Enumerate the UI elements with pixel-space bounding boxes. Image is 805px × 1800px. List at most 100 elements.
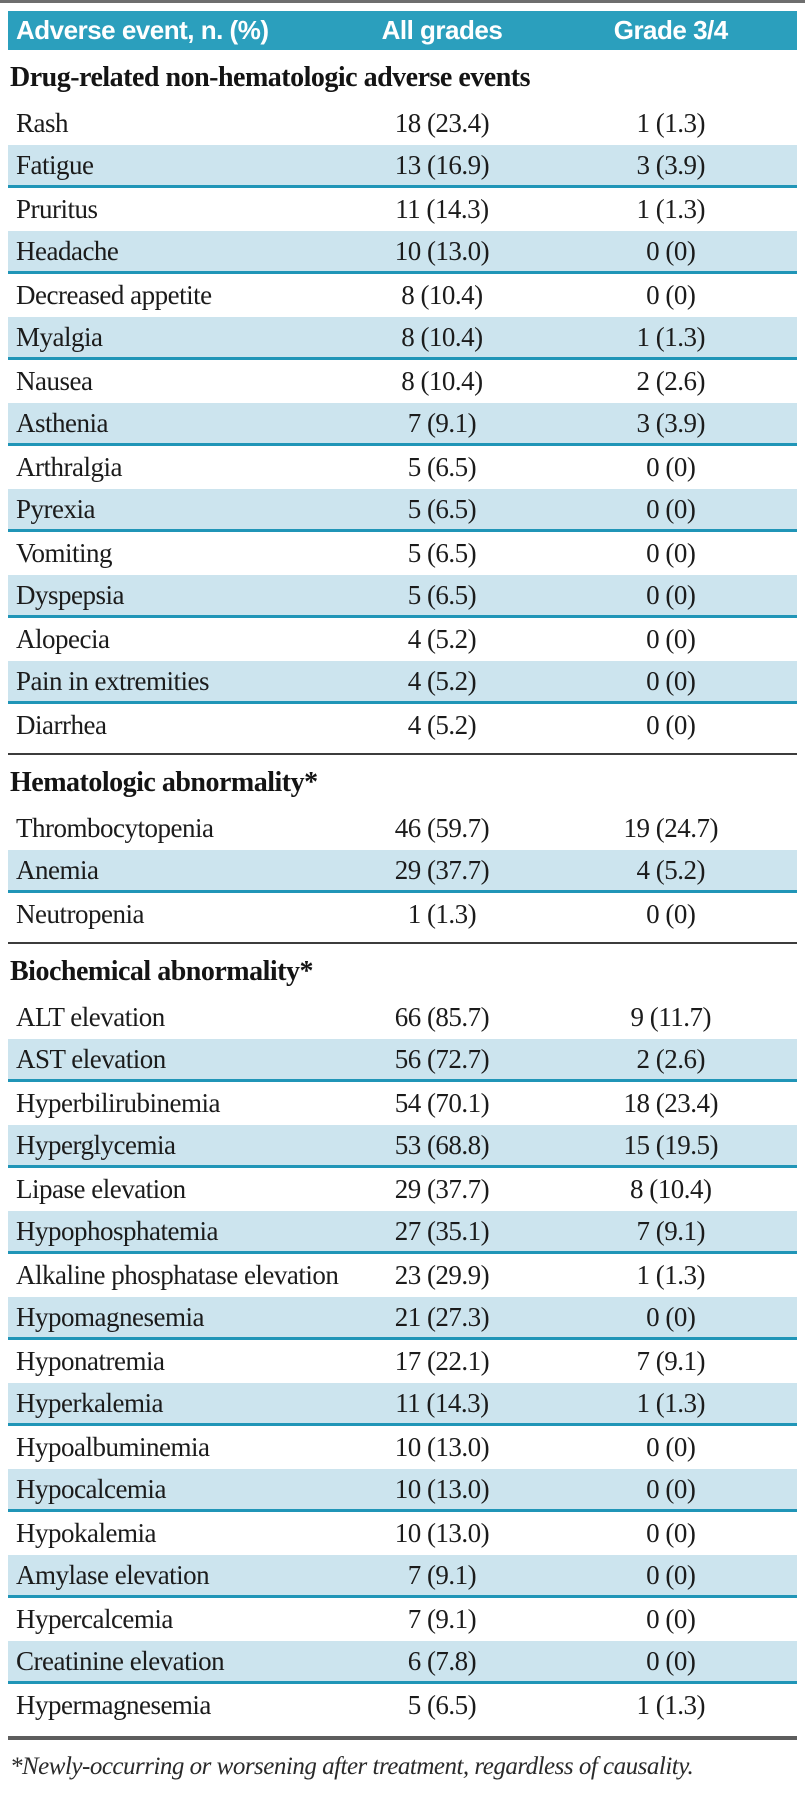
adverse-event-name: Alkaline phosphatase elevation	[16, 1260, 339, 1290]
table-row: Hypoalbuminemia 10 (13.0) 0 (0)	[8, 1426, 797, 1469]
adverse-event-name: Hyponatremia	[16, 1346, 165, 1376]
all-grades-value: 7 (9.1)	[407, 1604, 477, 1634]
table-row: Hyperkalemia 11 (14.3) 1 (1.3)	[8, 1383, 797, 1426]
all-grades-value: 5 (6.5)	[407, 452, 477, 482]
grade-3-4-value: 0 (0)	[646, 280, 696, 310]
adverse-event-name: Pruritus	[16, 194, 98, 224]
all-grades-value: 29 (37.7)	[394, 854, 490, 885]
table-row: Myalgia 8 (10.4) 1 (1.3)	[8, 317, 797, 360]
grade-3-4-value: 0 (0)	[646, 899, 696, 929]
table-row: Diarrhea 4 (5.2) 0 (0)	[8, 704, 797, 747]
table-row: Hypokalemia 10 (13.0) 0 (0)	[8, 1512, 797, 1555]
adverse-event-name: Amylase elevation	[16, 1559, 210, 1590]
grade-3-4-value: 0 (0)	[646, 1604, 696, 1634]
all-grades-value: 7 (9.1)	[407, 407, 477, 438]
section-divider	[8, 942, 797, 944]
all-grades-value: 8 (10.4)	[401, 321, 483, 352]
all-grades-value: 8 (10.4)	[401, 366, 483, 396]
all-grades-value: 4 (5.2)	[407, 665, 477, 696]
all-grades-value: 7 (9.1)	[407, 1559, 477, 1590]
table-row: Fatigue 13 (16.9) 3 (3.9)	[8, 145, 797, 188]
table-row: Hypocalcemia 10 (13.0) 0 (0)	[8, 1469, 797, 1512]
section-title: Hematologic abnormality*	[10, 767, 318, 798]
grade-3-4-value: 0 (0)	[646, 452, 696, 482]
grade-3-4-value: 3 (3.9)	[636, 149, 705, 180]
adverse-event-name: Alopecia	[16, 624, 110, 654]
grade-3-4-value: 2 (2.6)	[636, 366, 705, 396]
grade-3-4-value: 0 (0)	[646, 1645, 696, 1676]
grade-3-4-value: 0 (0)	[646, 1473, 696, 1504]
all-grades-value: 46 (59.7)	[394, 813, 490, 843]
all-grades-value: 5 (6.5)	[407, 538, 477, 568]
grade-3-4-value: 2 (2.6)	[636, 1043, 705, 1074]
adverse-event-name: Fatigue	[16, 149, 94, 180]
adverse-event-name: Hypocalcemia	[16, 1473, 166, 1504]
adverse-event-name: Decreased appetite	[16, 280, 212, 310]
adverse-event-name: Lipase elevation	[16, 1174, 186, 1204]
table-row: Asthenia 7 (9.1) 3 (3.9)	[8, 403, 797, 446]
adverse-event-name: Dyspepsia	[16, 579, 124, 610]
table-row: Hypomagnesemia 21 (27.3) 0 (0)	[8, 1297, 797, 1340]
grade-3-4-value: 0 (0)	[646, 1518, 696, 1548]
table-row: Neutropenia 1 (1.3) 0 (0)	[8, 893, 797, 936]
all-grades-value: 29 (37.7)	[394, 1174, 490, 1204]
grade-3-4-value: 1 (1.3)	[636, 1260, 705, 1290]
all-grades-value: 27 (35.1)	[394, 1215, 490, 1246]
all-grades-value: 23 (29.9)	[394, 1260, 490, 1290]
all-grades-value: 8 (10.4)	[401, 280, 483, 310]
adverse-event-name: Vomiting	[16, 538, 113, 568]
all-grades-value: 6 (7.8)	[407, 1645, 477, 1676]
table-row: Creatinine elevation 6 (7.8) 0 (0)	[8, 1641, 797, 1684]
grade-3-4-value: 1 (1.3)	[636, 194, 705, 224]
table-row: Thrombocytopenia 46 (59.7) 19 (24.7)	[8, 807, 797, 850]
adverse-event-name: Neutropenia	[16, 899, 144, 929]
section-divider	[8, 753, 797, 755]
all-grades-value: 10 (13.0)	[394, 1473, 490, 1504]
all-grades-value: 10 (13.0)	[394, 235, 490, 266]
grade-3-4-value: 0 (0)	[646, 1301, 696, 1332]
adverse-event-name: Pain in extremities	[16, 665, 209, 696]
adverse-event-name: Hypophosphatemia	[16, 1215, 218, 1246]
table-row: Nausea 8 (10.4) 2 (2.6)	[8, 360, 797, 403]
table-row: Pyrexia 5 (6.5) 0 (0)	[8, 489, 797, 532]
table-section: Drug-related non-hematologic adverse eve…	[8, 50, 797, 747]
grade-3-4-value: 0 (0)	[646, 579, 696, 610]
table-row: Arthralgia 5 (6.5) 0 (0)	[8, 446, 797, 489]
adverse-event-name: Diarrhea	[16, 710, 107, 740]
all-grades-value: 5 (6.5)	[407, 493, 477, 524]
column-header-all-grades: All grades	[381, 15, 503, 45]
top-rule	[0, 0, 805, 3]
table-row: Headache 10 (13.0) 0 (0)	[8, 231, 797, 274]
all-grades-value: 4 (5.2)	[407, 710, 477, 740]
grade-3-4-value: 8 (10.4)	[629, 1174, 712, 1204]
adverse-event-name: Asthenia	[16, 407, 108, 438]
all-grades-value: 10 (13.0)	[394, 1518, 490, 1548]
grade-3-4-value: 7 (9.1)	[636, 1346, 705, 1376]
all-grades-value: 11 (14.3)	[395, 1387, 489, 1418]
grade-3-4-value: 9 (11.7)	[630, 1002, 711, 1032]
table-section: Biochemical abnormality* ALT elevation 66 …	[8, 942, 797, 1727]
table-row: Hypophosphatemia 27 (35.1) 7 (9.1)	[8, 1211, 797, 1254]
table-row: Decreased appetite 8 (10.4) 0 (0)	[8, 274, 797, 317]
adverse-event-name: Arthralgia	[16, 452, 122, 482]
adverse-event-name: Myalgia	[16, 321, 103, 352]
all-grades-value: 21 (27.3)	[394, 1301, 490, 1332]
all-grades-value: 5 (6.5)	[407, 579, 477, 610]
adverse-event-name: Hyperbilirubinemia	[16, 1088, 220, 1118]
grade-3-4-value: 0 (0)	[646, 665, 696, 696]
grade-3-4-value: 0 (0)	[646, 235, 696, 266]
all-grades-value: 56 (72.7)	[394, 1043, 490, 1074]
table-row: AST elevation 56 (72.7) 2 (2.6)	[8, 1039, 797, 1082]
table-header-row: Adverse event, n. (%) All grades Grade 3…	[8, 11, 797, 50]
all-grades-value: 1 (1.3)	[407, 899, 477, 929]
adverse-event-name: Hypoalbuminemia	[16, 1432, 210, 1462]
adverse-event-name: Anemia	[16, 854, 99, 885]
adverse-event-name: Pyrexia	[16, 493, 95, 524]
adverse-event-name: AST elevation	[16, 1043, 166, 1074]
grade-3-4-value: 4 (5.2)	[636, 854, 705, 885]
adverse-event-name: Hyperkalemia	[16, 1387, 163, 1418]
adverse-event-name: Hypokalemia	[16, 1518, 156, 1548]
table-row: ALT elevation 66 (85.7) 9 (11.7)	[8, 996, 797, 1039]
table-row: Hypermagnesemia 5 (6.5) 1 (1.3)	[8, 1684, 797, 1727]
